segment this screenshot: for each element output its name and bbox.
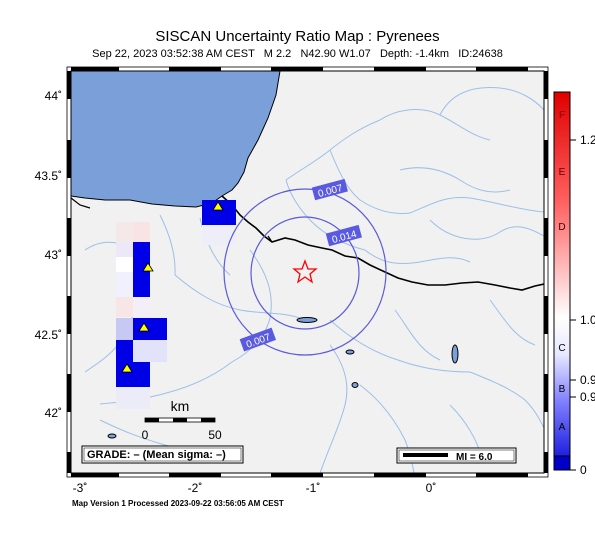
colorbar-value: 0.9 <box>580 390 595 404</box>
station-marker <box>121 363 133 373</box>
lon-tick-label: -2˚ <box>188 481 203 495</box>
colorbar-value: 1.2 <box>580 133 595 147</box>
station-marker <box>212 201 224 211</box>
station-marker <box>138 322 150 332</box>
lat-tick-label: 42.5˚ <box>35 328 62 342</box>
grade-letter: A <box>559 422 566 433</box>
lat-tick-label: 43.5˚ <box>35 169 62 183</box>
lat-tick-label: 44˚ <box>45 89 62 103</box>
processing-footer: Map Version 1 Processed 2023-09-22 03:56… <box>72 499 284 508</box>
colorbar-value: 0 <box>580 463 587 477</box>
colorbar: F E D C B A 1.2 1.0 0.9 0.9 0 <box>553 91 595 477</box>
contours <box>223 188 387 356</box>
epicenter-star <box>292 259 318 284</box>
station-marker <box>142 262 154 272</box>
mi-text: MI = 6.0 <box>456 452 493 463</box>
lat-tick-label: 42˚ <box>45 406 62 420</box>
colorbar-value: 1.0 <box>580 313 595 327</box>
scale-start: 0 <box>142 428 149 442</box>
scale-end: 50 <box>208 428 222 442</box>
lat-labels: 44˚ 43.5˚ 43˚ 42.5˚ 42˚ <box>35 89 62 420</box>
grade-text: GRADE: – (Mean sigma: –) <box>87 449 226 461</box>
lat-tick-label: 43˚ <box>45 248 62 262</box>
mi-box: MI = 6.0 <box>396 447 517 464</box>
borders <box>221 195 544 291</box>
contour-labels: 0.007 0.014 0.007 <box>239 178 362 352</box>
lon-tick-label: -3˚ <box>73 481 88 495</box>
lon-tick-label: -1˚ <box>306 481 321 495</box>
grade-letter: C <box>558 343 565 354</box>
scale-unit: km <box>171 398 190 414</box>
event-info: Sep 22, 2023 03:52:38 AM CEST M 2.2 N42.… <box>92 48 503 60</box>
map-frame <box>66 66 549 478</box>
scale-bar: km 0 50 <box>142 398 222 442</box>
map-body <box>71 71 544 473</box>
grade-letter: D <box>558 222 565 233</box>
lon-labels: -3˚ -2˚ -1˚ 0˚ <box>73 481 437 495</box>
map-title: SISCAN Uncertainty Ratio Map : Pyrenees <box>155 28 440 45</box>
grade-letter: F <box>559 110 565 121</box>
grade-letter: B <box>559 384 566 395</box>
grade-letter: E <box>559 167 566 178</box>
grade-box: GRADE: – (Mean sigma: –) <box>81 445 244 464</box>
grid-cells <box>116 200 236 409</box>
lon-tick-label: 0˚ <box>426 481 437 495</box>
colorbar-value: 0.9 <box>580 373 595 387</box>
stations <box>121 201 224 373</box>
